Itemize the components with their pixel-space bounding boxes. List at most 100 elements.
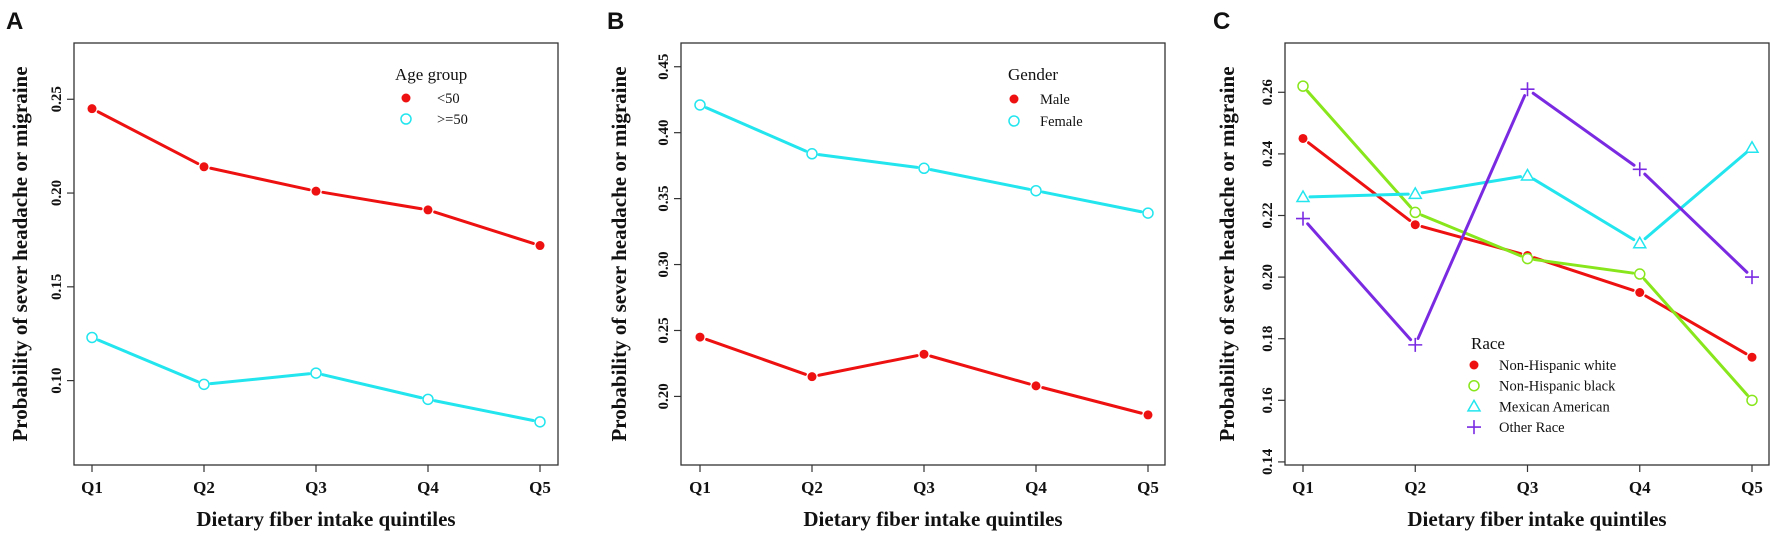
legend-label: Male (1040, 92, 1070, 108)
data-point (1143, 410, 1153, 420)
panel-c: C 0.14 0.16 0.18 0.20 0.22 0.24 0.26 Q1 Q2 Q3 Q4 Q5 D… (1213, 8, 1770, 531)
data-point (1520, 82, 1535, 97)
legend: Age group <50 >=50 (395, 65, 468, 128)
data-point (1632, 235, 1648, 249)
data-point (1409, 206, 1421, 219)
data-point (1521, 252, 1534, 265)
data-point (87, 104, 97, 114)
data-point (1031, 381, 1041, 391)
legend: Gender Male Female (1008, 65, 1083, 130)
data-point (1635, 288, 1645, 298)
y-axis-title: Probability of sever headache or migrain… (607, 66, 631, 441)
series-0 (87, 104, 545, 251)
y-tick-label: 0.45 (656, 54, 672, 80)
data-point (311, 186, 321, 196)
data-point (86, 331, 98, 344)
data-point (310, 367, 322, 379)
legend-label: Female (1040, 114, 1083, 130)
y-tick-label: 0.20 (49, 180, 65, 206)
legend-marker (1008, 115, 1020, 127)
series-line-segment (321, 190, 423, 211)
data-point (1408, 337, 1423, 352)
series-line-segment (209, 372, 311, 386)
x-axis-title: Dietary fiber intake quintiles (1407, 507, 1666, 531)
y-tick-label: 0.22 (1260, 202, 1276, 228)
data-point (1297, 80, 1309, 92)
series-line-segment (96, 338, 200, 384)
y-axis-title: Probability of sever headache or migrain… (8, 66, 32, 441)
data-point (1744, 140, 1760, 153)
data-point (535, 241, 545, 251)
series-line-segment (1531, 91, 1636, 167)
data-point (1295, 189, 1311, 203)
x-axis-title: Dietary fiber intake quintiles (803, 507, 1062, 531)
series-line-segment (817, 354, 919, 377)
y-tick-label: 0.20 (656, 383, 672, 409)
series-1 (86, 331, 546, 428)
panel-label: C (1213, 8, 1230, 35)
legend-label: Non-Hispanic white (1499, 358, 1616, 374)
series-line-segment (929, 168, 1031, 191)
data-point (919, 349, 929, 359)
data-point (1747, 352, 1757, 362)
series-line-segment (1642, 277, 1749, 397)
panel-label: B (607, 8, 624, 35)
series-0 (695, 332, 1153, 420)
series-3 (1296, 82, 1759, 352)
legend-marker (1468, 379, 1480, 392)
y-tick-label: 0.16 (1260, 387, 1276, 414)
data-point (1407, 186, 1423, 200)
series-line-segment (1420, 213, 1523, 258)
legend-title: Race (1471, 334, 1505, 353)
series-line-segment (1306, 222, 1413, 342)
legend-label: Mexican American (1499, 399, 1610, 415)
data-point (1520, 167, 1535, 181)
data-point (1142, 207, 1154, 219)
panel-a: A 0.10 0.15 0.20 0.25 Q1 Q2 Q3 Q4 Q5 Dietary fiber… (6, 8, 559, 531)
data-point (807, 372, 817, 382)
data-point (199, 162, 209, 172)
x-tick-label: Q5 (1137, 478, 1159, 497)
data-point (534, 416, 546, 428)
y-tick-label: 0.14 (1260, 448, 1276, 475)
y-tick-label: 0.10 (49, 367, 65, 393)
series-line-segment (321, 373, 423, 400)
x-axis-title: Dietary fiber intake quintiles (196, 507, 455, 531)
data-point (1410, 220, 1420, 230)
legend-label: Other Race (1499, 420, 1565, 436)
y-tick-label: 0.15 (49, 274, 65, 300)
y-tick-label: 0.40 (656, 120, 672, 146)
y-tick-label: 0.25 (656, 317, 672, 343)
x-tick-label: Q1 (689, 478, 711, 497)
data-point (1634, 268, 1646, 280)
x-tick-label: Q5 (529, 478, 551, 497)
series-line-segment (1420, 175, 1523, 195)
series-line-segment (433, 210, 535, 245)
legend-label: Non-Hispanic black (1499, 379, 1616, 395)
y-tick-label: 0.25 (49, 86, 65, 112)
x-tick-label: Q3 (1517, 478, 1539, 497)
plot-frame (73, 42, 559, 466)
legend-title: Gender (1008, 65, 1058, 84)
y-tick-label: 0.35 (656, 185, 672, 211)
legend-marker (400, 113, 412, 125)
series-line-segment (1306, 89, 1413, 209)
x-tick-label: Q4 (1025, 478, 1047, 497)
legend-label: >=50 (437, 112, 468, 128)
data-point (1030, 184, 1042, 197)
y-tick-label: 0.18 (1260, 326, 1276, 352)
series-line-segment (433, 399, 535, 422)
x-tick-label: Q2 (193, 478, 215, 497)
series-line-segment (96, 110, 200, 166)
data-point (806, 148, 818, 160)
data-point (423, 205, 433, 215)
x-tick-label: Q2 (801, 478, 823, 497)
x-tick-label: Q3 (305, 478, 327, 497)
data-point (694, 99, 706, 111)
legend-marker (1467, 420, 1481, 435)
legend-marker (1466, 398, 1482, 412)
series-line-segment (1644, 294, 1748, 356)
series-line-segment (1416, 94, 1527, 340)
series-line-segment (1041, 190, 1143, 214)
x-tick-label: Q4 (417, 478, 439, 497)
